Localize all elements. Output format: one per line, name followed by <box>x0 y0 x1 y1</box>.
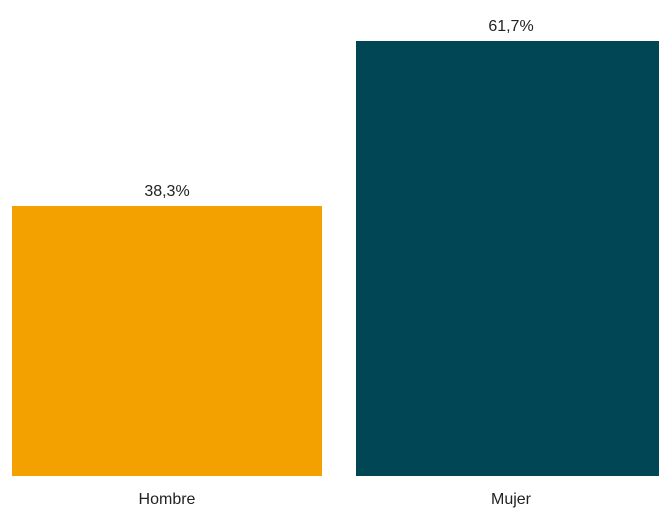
bar-hombre <box>12 205 322 476</box>
x-tick-label-hombre: Hombre <box>139 491 196 508</box>
bar-mujer <box>356 41 659 476</box>
x-tick-label-mujer: Mujer <box>491 491 532 508</box>
data-label-hombre: 38,3% <box>144 183 189 200</box>
data-label-mujer: 61,7% <box>488 18 533 35</box>
